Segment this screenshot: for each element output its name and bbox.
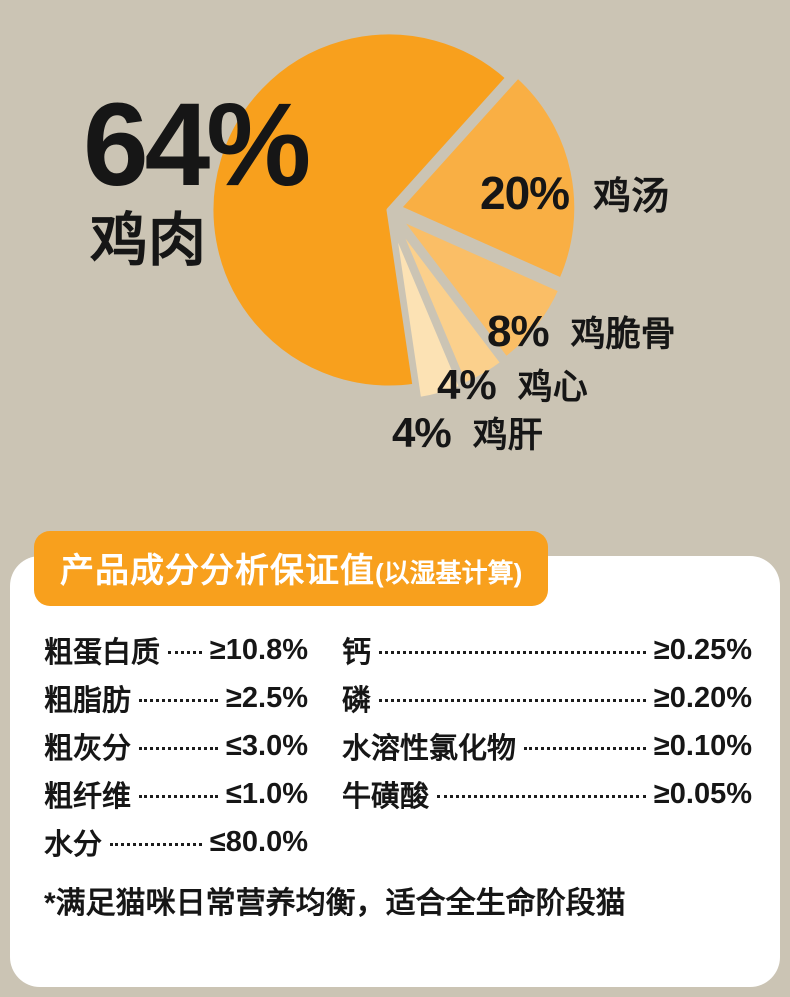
nutrition-row: 水分 ≤80.0% — [44, 818, 308, 866]
nutrition-value: ≥10.8% — [209, 633, 308, 666]
nutrition-card — [10, 556, 780, 987]
nutrition-value: ≥2.5% — [225, 681, 308, 714]
nutrition-row: 粗脂肪 ≥2.5% — [44, 674, 308, 722]
nutrition-label: 粗灰分 — [44, 733, 132, 765]
ingredient-label: 鸡肝 — [472, 416, 543, 455]
nutrition-label: 粗纤维 — [44, 781, 132, 813]
dotted-leader — [168, 650, 202, 654]
footnote: *满足猫咪日常营养均衡，适合全生命阶段猫 — [44, 887, 626, 920]
nutrition-value: ≤80.0% — [209, 825, 308, 858]
percent-label: 4% — [437, 361, 497, 408]
nutrition-column-right: 钙 ≥0.25% 磷 ≥0.20% 水溶性氯化物 ≥0.10% 牛磺酸 ≥0.0… — [342, 626, 752, 818]
dotted-leader — [110, 842, 202, 846]
percent-label: 4% — [392, 409, 452, 456]
percent-label: 8% — [487, 307, 550, 356]
callout-chicken-broth: 20% 鸡汤 — [480, 170, 669, 216]
dotted-leader — [379, 650, 646, 654]
callout-chicken-liver: 4% 鸡肝 — [392, 412, 543, 454]
dotted-leader — [139, 698, 218, 702]
percent-label: 20% — [480, 167, 570, 219]
nutrition-value: ≥0.25% — [653, 633, 752, 666]
dotted-leader — [379, 698, 646, 702]
nutrition-label: 钙 — [342, 637, 372, 669]
nutrition-row: 粗蛋白质 ≥10.8% — [44, 626, 308, 674]
nutrition-label: 水分 — [44, 829, 103, 861]
ingredient-pie-chart — [208, 29, 580, 403]
nutrition-value: ≥0.20% — [653, 681, 752, 714]
nutrition-value: ≥0.05% — [653, 777, 752, 810]
pie-slice-chicken-liver — [390, 220, 465, 403]
ingredient-label: 鸡心 — [517, 368, 588, 407]
nutrition-column-left: 粗蛋白质 ≥10.8% 粗脂肪 ≥2.5% 粗灰分 ≤3.0% 粗纤维 ≤1.0… — [44, 626, 308, 866]
nutrition-label: 磷 — [342, 685, 372, 717]
nutrition-header-note: (以湿基计算) — [375, 558, 523, 588]
pie-slice-chicken-heart — [393, 218, 506, 388]
nutrition-row: 粗灰分 ≤3.0% — [44, 722, 308, 770]
ingredient-label: 鸡脆骨 — [570, 315, 676, 354]
dotted-leader — [139, 746, 218, 750]
callout-chicken-cartilage: 8% 鸡脆骨 — [487, 310, 676, 354]
dotted-leader — [139, 794, 218, 798]
nutrition-label: 水溶性氯化物 — [342, 733, 517, 765]
nutrition-row: 磷 ≥0.20% — [342, 674, 752, 722]
nutrition-row: 牛磺酸 ≥0.05% — [342, 770, 752, 818]
pie-slice-chicken-broth — [396, 73, 580, 283]
main-percent-label: 64% — [83, 79, 311, 211]
dotted-leader — [524, 746, 646, 750]
nutrition-label: 粗蛋白质 — [44, 637, 161, 669]
dotted-leader — [437, 794, 646, 798]
nutrition-value: ≤1.0% — [225, 777, 308, 810]
nutrition-label: 粗脂肪 — [44, 685, 132, 717]
nutrition-value: ≥0.10% — [653, 729, 752, 762]
nutrition-value: ≤3.0% — [225, 729, 308, 762]
pie-slice-chicken-cartilage — [395, 214, 564, 362]
nutrition-label: 牛磺酸 — [342, 781, 430, 813]
main-ingredient-label: 鸡肉 — [90, 208, 207, 273]
callout-chicken-heart: 4% 鸡心 — [437, 364, 588, 406]
ingredient-label: 鸡汤 — [593, 176, 670, 218]
nutrition-header-title: 产品成分分析保证值 — [60, 552, 375, 590]
nutrition-row: 粗纤维 ≤1.0% — [44, 770, 308, 818]
nutrition-row: 钙 ≥0.25% — [342, 626, 752, 674]
nutrition-row: 水溶性氯化物 ≥0.10% — [342, 722, 752, 770]
pie-slice-chicken — [208, 29, 511, 391]
nutrition-header-badge: 产品成分分析保证值 (以湿基计算) — [34, 531, 549, 606]
